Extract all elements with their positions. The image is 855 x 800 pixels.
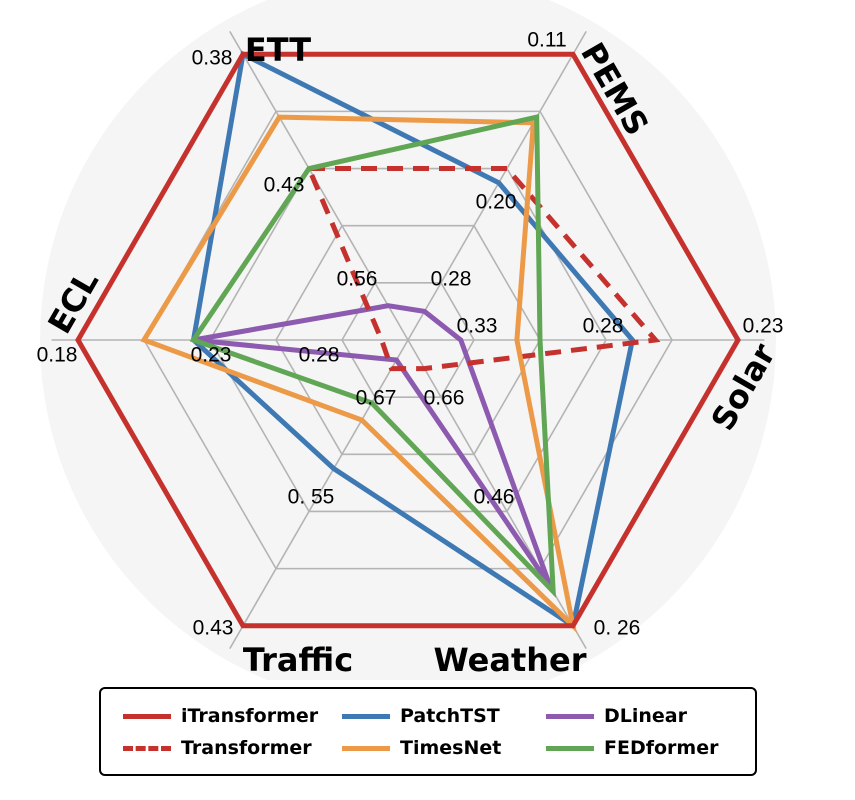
legend-item-timesnet: TimesNet <box>342 733 501 763</box>
axis-name-ett: ETT <box>245 31 311 69</box>
legend-label: iTransformer <box>181 705 319 727</box>
tick-label-traffic-3: 0.67 <box>356 387 397 410</box>
legend-swatch <box>546 745 594 751</box>
series-itransformer <box>75 51 741 629</box>
legend-item-fedformer: FEDformer <box>546 733 718 763</box>
tick-label-weather-3: 0.66 <box>424 387 465 410</box>
legend-label: DLinear <box>604 705 687 727</box>
legend-label: PatchTST <box>400 705 500 727</box>
axis-line-pems <box>407 30 587 341</box>
legend-item-patchtst: PatchTST <box>342 701 500 731</box>
tick-label-solar-3: 0.33 <box>457 315 498 338</box>
tick-label-pems-3: 0.28 <box>431 268 472 291</box>
legend-swatch <box>546 713 594 719</box>
tick-label-weather-1: 0. 26 <box>594 617 641 640</box>
legend-label: FEDformer <box>604 737 719 759</box>
axis-name-weather: Weather <box>433 641 586 679</box>
legend-item-dlinear: DLinear <box>546 701 687 731</box>
tick-label-ett-3: 0.56 <box>337 268 378 291</box>
tick-labels: 0.38 0.43 0.56 0.11 0.20 0.28 0.23 0.28 0.33 0. 2… <box>37 29 784 640</box>
tick-label-ecl-3: 0.28 <box>299 344 340 367</box>
legend-swatch <box>342 745 390 751</box>
legend-swatch <box>123 713 171 719</box>
series-lines <box>75 50 741 634</box>
tick-label-traffic-2: 0. 55 <box>288 486 335 509</box>
series-fedformer <box>189 113 557 599</box>
axis-line-traffic <box>229 339 409 650</box>
axis-line-weather <box>407 339 587 650</box>
tick-label-ecl-2: 0.23 <box>191 344 232 367</box>
legend-label: Transformer <box>181 737 312 759</box>
tick-label-ett-2: 0.43 <box>264 174 305 197</box>
tick-label-solar-1: 0.23 <box>743 315 784 338</box>
legend-item-itransformer: iTransformer <box>123 701 318 731</box>
tick-label-traffic-1: 0.43 <box>193 617 234 640</box>
tick-label-pems-1: 0.11 <box>527 29 566 52</box>
series-transformer <box>305 166 661 372</box>
tick-label-solar-2: 0.28 <box>583 315 624 338</box>
legend-swatch <box>342 713 390 719</box>
legend: iTransformer PatchTST DLinear Transformer Ti… <box>99 687 757 776</box>
legend-swatch <box>123 745 171 751</box>
tick-label-weather-2: 0.46 <box>474 486 515 509</box>
tick-label-ecl-1: 0.18 <box>37 344 78 367</box>
tick-label-ett-1: 0.38 <box>192 47 233 70</box>
legend-label: TimesNet <box>400 737 502 759</box>
legend-item-transformer: Transformer <box>123 733 312 763</box>
axis-name-traffic: Traffic <box>243 641 353 679</box>
tick-label-pems-2: 0.20 <box>476 191 517 214</box>
